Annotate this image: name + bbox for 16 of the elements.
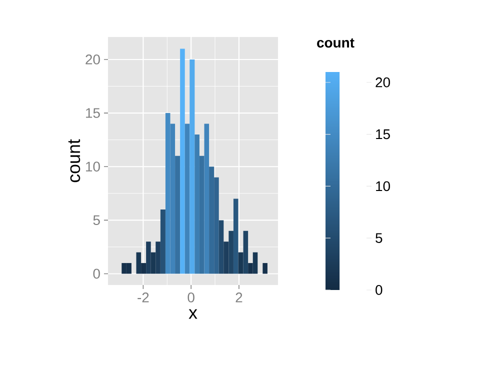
x-axis-title: x	[188, 309, 198, 319]
color-bar-label: 10	[376, 181, 390, 192]
y-tick-label: 15	[86, 108, 100, 118]
x-tick-label: 2	[236, 292, 242, 302]
color-bar-label: 15	[376, 129, 390, 140]
y-tick-label: 20	[86, 54, 100, 64]
color-bar-label: 5	[376, 233, 382, 243]
x-tick-label: -2	[138, 292, 149, 302]
y-tick-label: 0	[93, 268, 100, 279]
y-tick-label: 5	[93, 215, 100, 226]
color-bar-title: count	[317, 38, 354, 48]
y-tick-label: 10	[86, 162, 100, 172]
y-axis-title: count	[68, 139, 80, 182]
color-bar-label: 0	[376, 285, 382, 295]
x-tick-label: 0	[188, 292, 194, 302]
color-bar-label: 20	[376, 77, 390, 88]
